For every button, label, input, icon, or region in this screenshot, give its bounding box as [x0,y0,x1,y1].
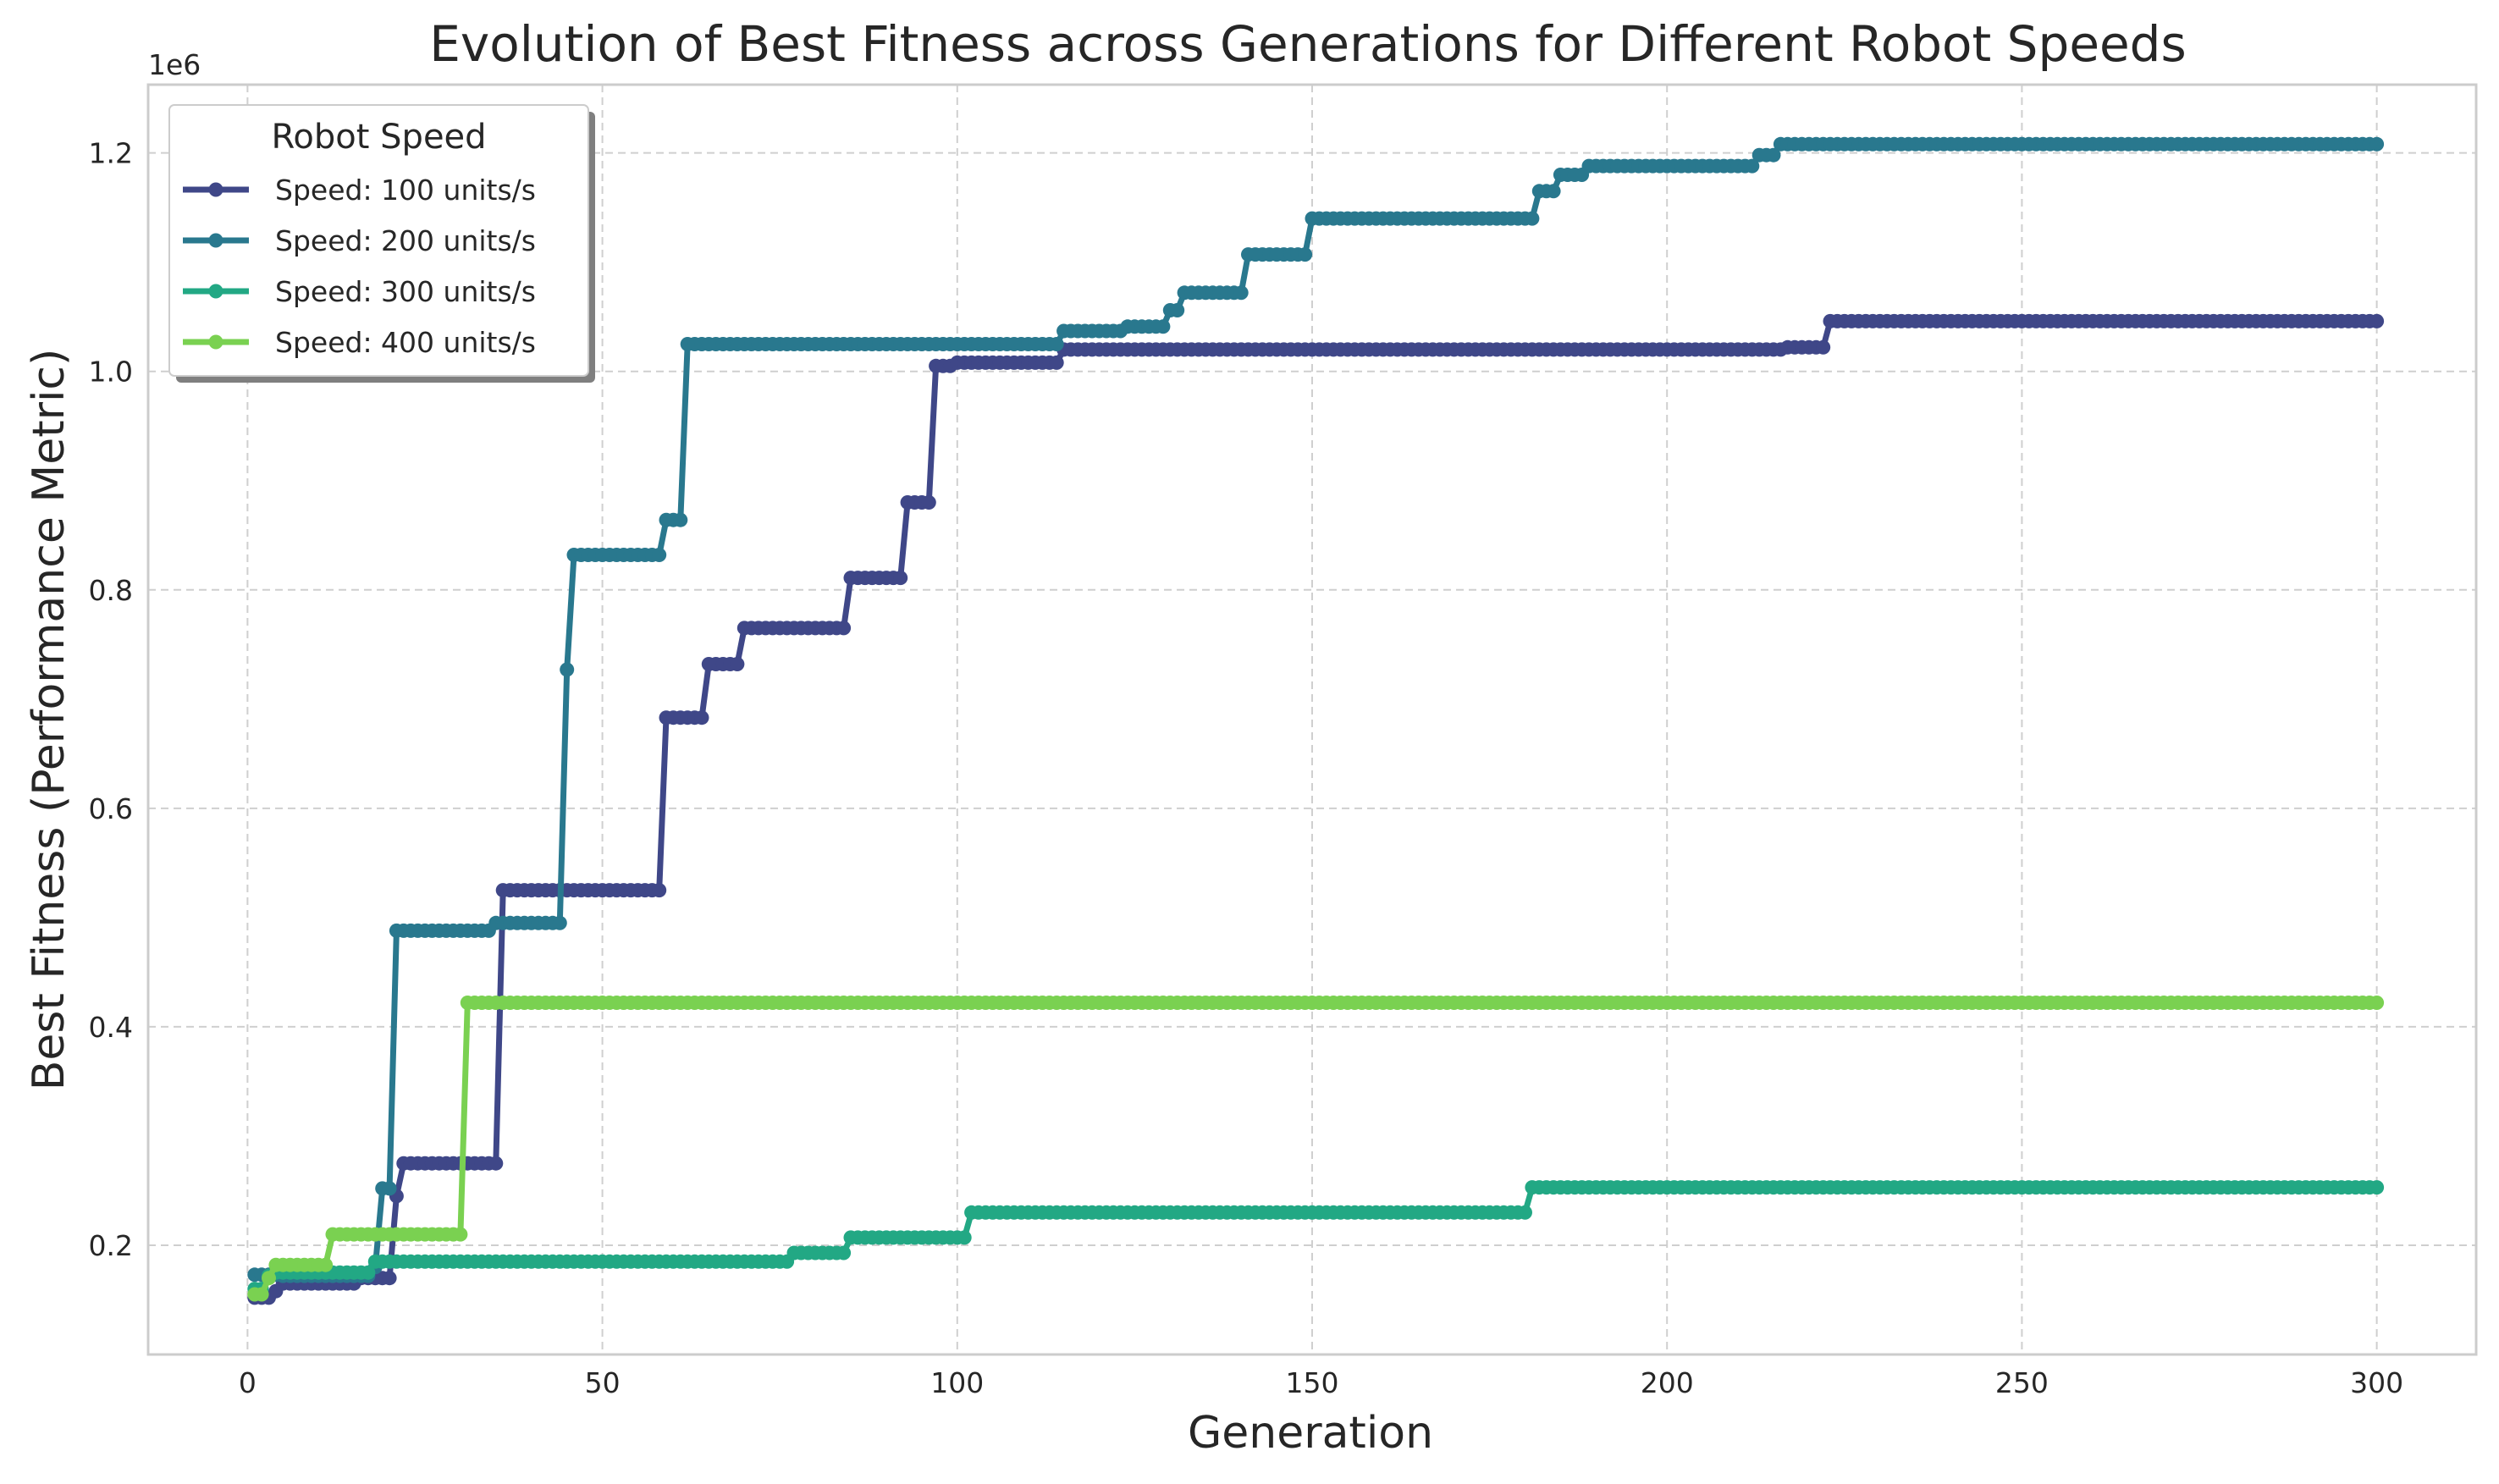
data-point [694,710,709,725]
x-tick-label: 100 [930,1366,984,1399]
data-point [1156,319,1171,334]
legend-label: Speed: 300 units/s [275,275,536,308]
data-point [1298,247,1313,262]
series-4 [247,996,2385,1302]
data-point [1766,147,1781,163]
y-tick-label: 0.2 [89,1229,133,1262]
x-tick-label: 150 [1286,1366,1339,1399]
data-point [262,1271,276,1286]
y-tick-label: 0.8 [89,574,133,607]
data-point [652,883,667,898]
series-3 [247,1180,2385,1297]
series-1 [247,313,2385,1305]
data-point [453,1227,468,1242]
y-axis-label: Best Fitness (Performance Metric) [24,349,74,1091]
legend-box [168,104,589,377]
legend-label: Speed: 400 units/s [275,326,536,359]
data-point [2369,136,2385,152]
legend-swatch-marker [208,182,223,197]
y-tick-label: 1.2 [89,137,133,170]
data-point [488,1156,504,1171]
data-point [652,548,667,562]
data-point [836,1245,852,1261]
x-tick-label: 50 [585,1366,621,1399]
x-tick-label: 0 [239,1366,257,1399]
legend: Robot Speed Speed: 100 units/s Speed: 200 … [168,104,595,383]
data-point [2369,1180,2385,1195]
data-point [318,1257,334,1272]
x-axis-ticks: 0 50 100 150 200 250 300 [239,1366,2403,1399]
data-point [254,1287,269,1302]
legend-label: Speed: 200 units/s [275,224,536,257]
data-point [1049,355,1064,370]
legend-swatch-marker [208,334,223,350]
series-2 [247,136,2385,1283]
data-point [893,571,908,586]
y-tick-label: 0.6 [89,792,133,825]
legend-swatch-marker [208,233,223,248]
x-tick-label: 200 [1641,1366,1694,1399]
x-tick-label: 300 [2350,1366,2403,1399]
data-point [1233,285,1249,301]
data-point [382,1181,397,1196]
data-point [1049,337,1064,351]
legend-title: Robot Speed [271,118,486,157]
data-point [1546,184,1561,199]
series-line [254,1000,2377,1298]
data-point [1170,303,1185,317]
y-axis-ticks: 0.2 0.4 0.6 0.8 1.0 1.2 [89,137,133,1262]
y-tick-label: 0.4 [89,1011,133,1044]
data-point [730,657,745,671]
data-point [552,915,567,930]
plot-area [146,83,2478,1356]
data-point [2369,996,2385,1010]
data-point [2369,313,2385,328]
data-point [560,662,575,677]
x-tick-label: 250 [1995,1366,2049,1399]
data-point [1518,1205,1532,1220]
data-point [1745,158,1760,174]
chart-title: Evolution of Best Fitness across Generat… [429,15,2186,73]
data-point [957,1230,972,1245]
series-layer [247,136,2385,1305]
data-point [673,512,688,527]
data-point [382,1271,397,1286]
data-point [836,621,852,636]
series-line [254,317,2377,1301]
data-point [1816,339,1831,355]
series-line [254,1184,2377,1293]
data-point [921,495,936,510]
legend-swatch-marker [208,284,223,299]
legend-label: Speed: 100 units/s [275,174,536,207]
data-point [361,1265,376,1280]
x-axis-label: Generation [1188,1408,1433,1459]
y-axis-offset-label: 1e6 [148,48,201,81]
y-tick-label: 1.0 [89,356,133,389]
data-point [1525,211,1540,226]
